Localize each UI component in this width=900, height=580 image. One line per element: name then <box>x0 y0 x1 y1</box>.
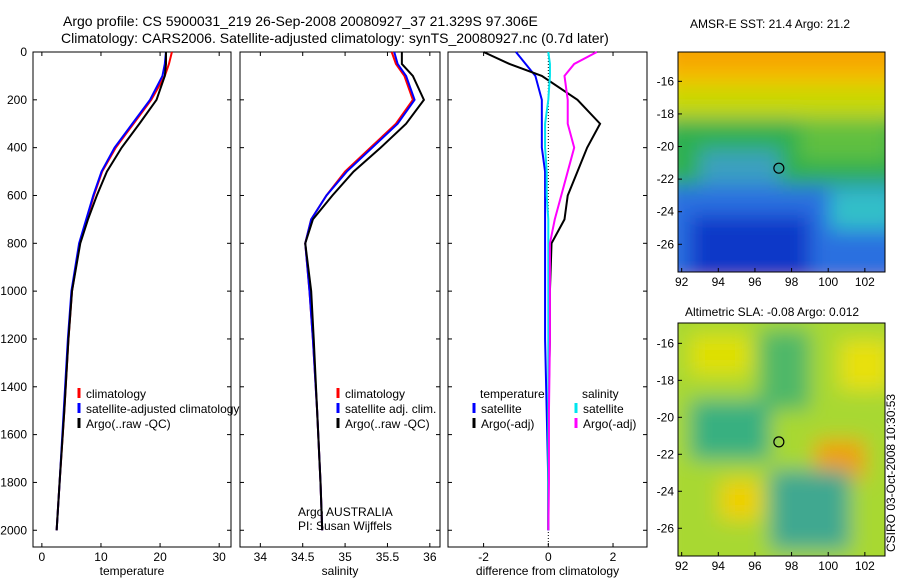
x-tick-label: 92 <box>675 559 689 573</box>
y-tick-label: -16 <box>657 336 675 350</box>
series-line-satellite-adjusted-climatology <box>55 51 167 531</box>
y-tick-label: -24 <box>657 205 675 219</box>
y-tick-label: -22 <box>657 447 675 461</box>
x-tick-label: 0 <box>545 550 552 564</box>
x-tick-label: 100 <box>818 559 838 573</box>
map2-title: Altimetric SLA: -0.08 Argo: 0.012 <box>685 305 860 319</box>
y-tick-label: -20 <box>657 140 675 154</box>
legend-label: satellite-adjusted climatology <box>86 402 239 416</box>
sla-map <box>678 323 885 556</box>
series-line-argo-raw-qc- <box>304 52 426 531</box>
annotation-text: PI: Susan Wijffels <box>298 519 392 533</box>
series-line-temperature-satellite <box>515 51 550 531</box>
title-line-2: Climatology: CARS2006. Satellite-adjuste… <box>61 30 609 46</box>
legend-label: Argo(..raw -QC) <box>86 417 171 431</box>
y-tick-label: -22 <box>657 172 675 186</box>
series-line-argo-raw-qc- <box>55 52 167 531</box>
x-tick-label: 30 <box>212 550 226 564</box>
map1-title: AMSR-E SST: 21.4 Argo: 21.2 <box>690 17 851 31</box>
x-tick-label: 94 <box>712 275 726 289</box>
y-tick-label: -24 <box>657 484 675 498</box>
credit-text: CSIRO 03-Oct-2008 10:30:53 <box>884 393 898 552</box>
plot-frame-1 <box>239 51 441 548</box>
legend-label: satellite <box>481 402 522 416</box>
x-tick-label: 98 <box>785 275 799 289</box>
x-tick-label: 36 <box>423 550 437 564</box>
series-line-salinity-argo-adj- <box>547 51 598 531</box>
x-tick-label: 92 <box>675 275 689 289</box>
x-tick-label: 98 <box>785 559 799 573</box>
x-tick-label: 10 <box>94 550 108 564</box>
x-tick-label: 94 <box>712 559 726 573</box>
y-tick-label: 1200 <box>0 332 27 346</box>
y-tick-label: 200 <box>7 93 27 107</box>
x-tick-label: 0 <box>39 550 46 564</box>
sst-map <box>678 52 885 272</box>
map-frame-0 <box>677 51 886 273</box>
annotation-text: Argo AUSTRALIA <box>298 505 393 519</box>
y-tick-label: 2000 <box>0 523 27 537</box>
y-tick-label: 0 <box>20 45 27 59</box>
argo-location-marker <box>773 162 785 174</box>
x-axis-label: temperature <box>100 564 165 578</box>
legend-label: Argo(-adj) <box>481 417 534 431</box>
y-tick-label: -18 <box>657 373 675 387</box>
x-tick-label: 2 <box>610 550 617 564</box>
y-tick-label: 800 <box>7 236 27 250</box>
legend-label: climatology <box>345 387 405 401</box>
series-line-satellite-adj-clim- <box>304 51 416 531</box>
x-tick-label: 100 <box>818 275 838 289</box>
legend-label: climatology <box>86 387 146 401</box>
y-tick-label: 1400 <box>0 380 27 394</box>
x-tick-label: -2 <box>478 550 489 564</box>
y-tick-label: -18 <box>657 107 675 121</box>
x-axis-label: salinity <box>322 564 359 578</box>
map-frame-1 <box>677 322 886 557</box>
legend-label: Argo(-adj) <box>583 417 636 431</box>
x-tick-label: 34.5 <box>291 550 315 564</box>
x-axis-label: difference from climatology <box>476 564 619 578</box>
x-tick-label: 102 <box>855 559 875 573</box>
x-tick-label: 35 <box>338 550 352 564</box>
legend-label: satellite adj. clim. <box>345 402 436 416</box>
y-tick-label: -26 <box>657 521 675 535</box>
y-tick-label: -26 <box>657 237 675 251</box>
x-tick-label: 34 <box>254 550 268 564</box>
argo-location-marker <box>773 436 785 448</box>
y-tick-label: 400 <box>7 141 27 155</box>
legend-label: satellite <box>583 402 624 416</box>
y-tick-label: 600 <box>7 188 27 202</box>
y-tick-label: -16 <box>657 74 675 88</box>
x-tick-label: 35.5 <box>376 550 400 564</box>
legend-header: temperature <box>480 387 545 401</box>
plot-frame-0 <box>32 51 232 548</box>
legend-header: salinity <box>582 387 619 401</box>
plot-frame-2 <box>447 51 648 548</box>
y-tick-label: -20 <box>657 410 675 424</box>
legend-label: Argo(..raw -QC) <box>345 417 430 431</box>
y-tick-label: 1600 <box>0 428 27 442</box>
y-tick-label: 1000 <box>0 284 27 298</box>
x-tick-label: 96 <box>748 275 762 289</box>
series-line-climatology <box>55 51 173 531</box>
title-line-1: Argo profile: CS 5900031_219 26-Sep-2008… <box>63 13 538 29</box>
x-tick-label: 102 <box>855 275 875 289</box>
x-tick-label: 96 <box>748 559 762 573</box>
x-tick-label: 20 <box>153 550 167 564</box>
y-tick-label: 1800 <box>0 475 27 489</box>
